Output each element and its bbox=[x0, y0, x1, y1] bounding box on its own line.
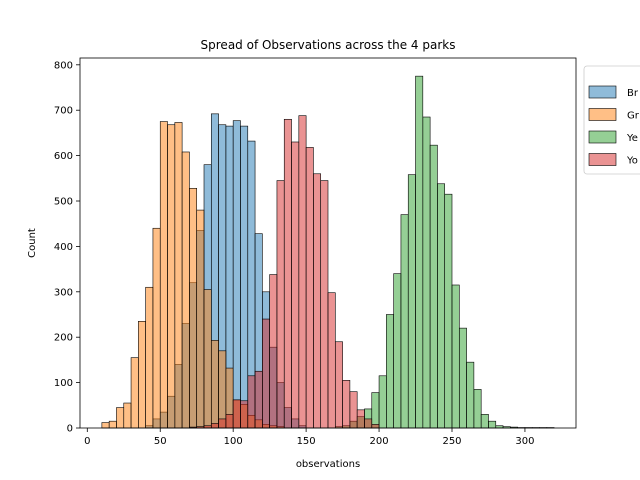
histogram-bar bbox=[145, 286, 154, 429]
histogram-bar bbox=[298, 115, 307, 429]
histogram-bar bbox=[181, 151, 190, 429]
y-tick-label: 200 bbox=[54, 333, 73, 344]
histogram-bar bbox=[159, 121, 168, 429]
histogram-bar bbox=[458, 327, 467, 429]
histogram-bar bbox=[232, 120, 241, 429]
y-tick-label: 600 bbox=[54, 151, 73, 162]
y-tick-label: 100 bbox=[54, 378, 73, 389]
x-axis-label: observations bbox=[296, 459, 360, 470]
legend-label: Ye bbox=[626, 133, 638, 144]
histogram-bar bbox=[364, 418, 373, 429]
legend-label: Br bbox=[627, 88, 639, 99]
series-2 bbox=[101, 121, 285, 429]
histogram-bar bbox=[130, 357, 139, 429]
histogram-bar bbox=[240, 400, 249, 429]
histogram-bar bbox=[422, 116, 431, 429]
histogram-bar bbox=[108, 420, 117, 429]
plot-frame bbox=[79, 57, 577, 429]
legend-swatch bbox=[588, 85, 617, 99]
y-tick-label: 700 bbox=[54, 106, 73, 117]
histogram-bar bbox=[349, 391, 358, 429]
series-3 bbox=[334, 75, 555, 429]
histogram-bar bbox=[429, 144, 438, 429]
histogram-bar bbox=[400, 214, 409, 429]
histogram-bar bbox=[203, 289, 212, 429]
histogram-bar bbox=[466, 361, 475, 429]
histogram-bar bbox=[488, 420, 497, 429]
histogram-bar bbox=[240, 125, 249, 429]
x-tick-label: 100 bbox=[224, 436, 243, 447]
histogram-bar bbox=[101, 422, 110, 429]
y-tick-label: 500 bbox=[54, 197, 73, 208]
x-tick-label: 0 bbox=[84, 436, 90, 447]
histogram-bar bbox=[305, 147, 314, 429]
histogram-bar bbox=[444, 193, 453, 429]
legend-swatch bbox=[588, 108, 617, 121]
histogram-bar bbox=[152, 227, 161, 429]
histogram-bar bbox=[225, 414, 234, 429]
histogram-bar bbox=[218, 418, 227, 429]
x-axis-ticks: 0 50 100 150 200 250 300 bbox=[84, 428, 534, 447]
y-tick-label: 800 bbox=[54, 60, 73, 71]
histogram-bar bbox=[291, 141, 300, 429]
legend-label: Gr bbox=[627, 111, 640, 122]
histogram-bar bbox=[473, 389, 482, 429]
histogram-bar bbox=[210, 423, 219, 429]
legend-swatch bbox=[588, 130, 617, 144]
histogram-bar bbox=[320, 180, 329, 429]
histogram-bar bbox=[174, 122, 183, 429]
x-tick-label: 50 bbox=[154, 436, 167, 447]
histogram-bar bbox=[334, 341, 343, 429]
chart-title: Spread of Observations across the 4 park… bbox=[201, 38, 456, 52]
y-tick-label: 400 bbox=[54, 242, 73, 253]
histogram-bar bbox=[451, 284, 460, 429]
histogram-bar bbox=[437, 183, 446, 429]
y-tick-label: 0 bbox=[67, 424, 73, 435]
histogram-bar bbox=[116, 407, 125, 429]
histogram-bar bbox=[371, 392, 380, 429]
histogram-bar bbox=[247, 375, 256, 429]
x-tick-label: 200 bbox=[370, 436, 389, 447]
histogram-bar bbox=[196, 209, 205, 429]
histogram-bar bbox=[138, 321, 146, 429]
histogram-bar bbox=[327, 292, 336, 429]
histogram-bar bbox=[415, 75, 424, 429]
y-axis-label: Count bbox=[27, 228, 38, 258]
histogram-bar bbox=[189, 187, 198, 429]
histogram-bar bbox=[218, 350, 227, 429]
histogram-bar bbox=[210, 340, 219, 429]
x-tick-label: 150 bbox=[297, 436, 316, 447]
histogram-bar bbox=[262, 318, 270, 429]
histogram-bar bbox=[356, 409, 365, 429]
histogram-bar bbox=[407, 174, 416, 429]
legend-swatch bbox=[588, 153, 617, 166]
histogram-bar bbox=[386, 314, 394, 429]
histogram-bar bbox=[480, 414, 489, 429]
histogram-bar bbox=[313, 173, 322, 429]
x-tick-label: 300 bbox=[515, 436, 534, 447]
legend: Br Gr Ye Yo bbox=[583, 65, 640, 175]
histogram-bar bbox=[254, 370, 263, 429]
histogram-bar bbox=[371, 424, 380, 429]
histogram-bar bbox=[123, 402, 132, 429]
y-tick-label: 300 bbox=[54, 287, 73, 298]
y-axis-ticks: 0 100 200 300 400 500 600 700 800 bbox=[54, 60, 80, 435]
histogram-bar bbox=[232, 399, 241, 429]
histogram-bar bbox=[167, 124, 176, 429]
histogram-bar bbox=[283, 118, 292, 429]
histogram-bar bbox=[378, 375, 387, 429]
x-tick-label: 250 bbox=[442, 436, 461, 447]
histogram-bar bbox=[276, 180, 285, 429]
histogram-bar bbox=[342, 380, 351, 429]
histogram-bar bbox=[393, 273, 402, 429]
histogram-bar bbox=[269, 274, 278, 429]
legend-label: Yo bbox=[626, 156, 638, 167]
